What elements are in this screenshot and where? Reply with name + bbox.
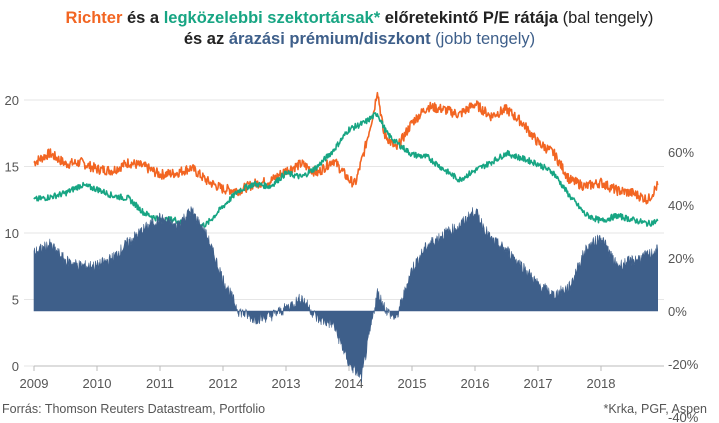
x-tick-label: 2017: [524, 376, 553, 391]
x-tick-label: 2015: [398, 376, 427, 391]
left-tick-label: 0: [12, 359, 19, 374]
title-right-axis-note: (jobb tengely): [430, 30, 536, 48]
series-richter-line: [33, 91, 659, 205]
series-premium-area: [33, 206, 658, 383]
left-tick-label: 5: [12, 293, 19, 308]
series-peers-line: [33, 112, 659, 231]
x-tick-label: 2018: [587, 376, 616, 391]
x-tick-label: 2009: [20, 376, 49, 391]
left-tick-label: 20: [5, 93, 19, 108]
chart-title-line-1: Richter és a legközelebbi szektortársak*…: [0, 8, 719, 28]
title-peers: legközelebbi szektortársak*: [163, 9, 381, 27]
title-es-az: és az: [183, 30, 229, 48]
source-note: Forrás: Thomson Reuters Datastream, Port…: [2, 402, 266, 416]
x-tick-label: 2016: [461, 376, 490, 391]
x-tick-label: 2014: [335, 376, 364, 391]
left-tick-label: 15: [5, 160, 19, 175]
right-tick-label: 60%: [668, 145, 694, 160]
x-tick-label: 2012: [209, 376, 238, 391]
x-tick-label: 2010: [83, 376, 112, 391]
x-tick-label: 2013: [272, 376, 301, 391]
right-tick-label: -20%: [668, 357, 699, 372]
right-tick-label: 0%: [668, 304, 687, 319]
title-pe: előretekintő P/E rátája: [380, 9, 559, 27]
left-tick-label: 10: [5, 226, 19, 241]
x-tick-label: 2011: [146, 376, 174, 391]
right-tick-label: 40%: [668, 198, 694, 213]
title-richter: Richter: [65, 9, 123, 27]
footnote: *Krka, PGF, Aspen: [603, 402, 707, 416]
title-left-axis-note: (bal tengely): [558, 9, 654, 27]
right-tick-label: -40%: [668, 410, 699, 423]
right-tick-label: 20%: [668, 251, 694, 266]
chart-title-line-2: és az árazási prémium/diszkont (jobb ten…: [0, 29, 719, 49]
title-es-a: és a: [122, 9, 164, 27]
title-premium: árazási prémium/diszkont: [228, 30, 431, 48]
